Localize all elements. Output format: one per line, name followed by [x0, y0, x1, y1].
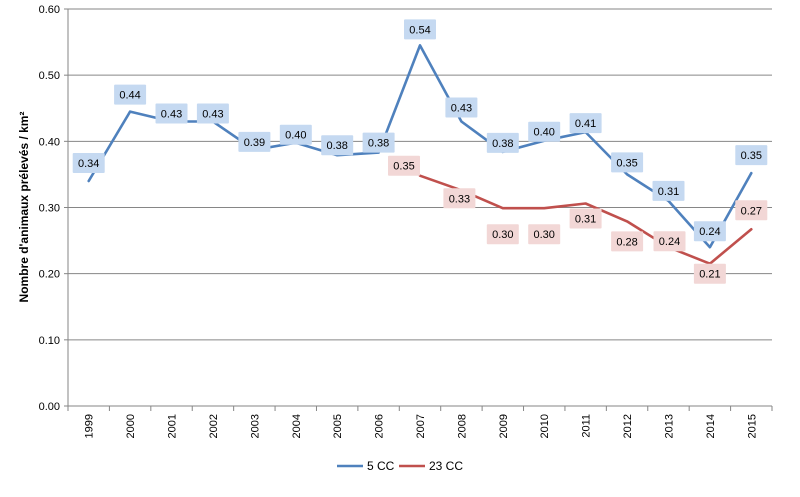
x-tick-label: 2006 [374, 414, 386, 438]
data-label-box [72, 153, 105, 173]
data-label: 0.21 [699, 269, 720, 281]
x-tick-label: 2003 [249, 414, 261, 438]
data-label-box [611, 152, 644, 173]
data-label-box [652, 180, 685, 201]
data-label: 0.41 [575, 118, 596, 130]
x-tick-label: 2015 [746, 414, 758, 438]
data-label-box [693, 221, 726, 242]
data-label: 0.24 [659, 236, 680, 248]
data-label: 0.38 [326, 140, 347, 152]
legend-label: 23 CC [429, 459, 463, 473]
data-label: 0.31 [575, 214, 596, 226]
data-label: 0.54 [409, 24, 430, 36]
data-label: 0.43 [451, 103, 472, 115]
data-label-box [155, 103, 188, 124]
data-label: 0.35 [616, 157, 637, 169]
legend-label: 5 CC [367, 459, 395, 473]
data-label-box [735, 145, 768, 166]
x-tick-label: 2009 [498, 414, 510, 438]
data-label-box [321, 135, 354, 156]
data-label-box [388, 155, 420, 176]
x-tick-label: 2008 [456, 414, 468, 438]
data-label: 0.43 [202, 109, 223, 121]
data-label: 0.31 [658, 186, 679, 198]
data-label: 0.30 [492, 229, 513, 241]
data-labels: 0.34 0.44 0.43 0.43 0.39 0.40 0.38 0.38 0.54 0.43… [72, 19, 768, 284]
data-label-box [238, 131, 271, 152]
x-tick-label: 2007 [415, 414, 427, 438]
data-label-box [735, 200, 768, 221]
y-tick-label: 0.20 [39, 269, 60, 281]
x-tick-label: 2010 [539, 414, 551, 438]
data-label-box [404, 19, 436, 40]
data-label: 0.33 [449, 193, 470, 205]
series-lines [87, 44, 753, 265]
x-tick-label: 1999 [84, 414, 96, 438]
y-tick-label: 0.50 [39, 70, 60, 82]
data-label-box [528, 121, 561, 142]
y-axis-label: Nombre d'animaux prélevés / km² [17, 112, 31, 303]
x-tick-label: 2000 [125, 414, 137, 438]
data-label-box [445, 97, 478, 118]
x-tick-label: 2012 [622, 414, 634, 438]
x-tick-label: 2005 [332, 414, 344, 438]
x-tick-label: 2001 [167, 414, 179, 438]
data-label-box [528, 224, 561, 245]
axes: 0.00 0.10 0.20 0.30 0.40 0.50 0.60 1999 2000 2001… [39, 4, 773, 438]
data-label: 0.28 [616, 236, 637, 248]
x-tick-label: 2014 [705, 414, 717, 438]
y-tick-label: 0.60 [39, 4, 60, 16]
data-label: 0.39 [244, 137, 265, 149]
data-label: 0.40 [285, 130, 306, 142]
data-label-box [486, 224, 519, 245]
data-label: 0.35 [393, 161, 414, 173]
data-label: 0.43 [161, 109, 182, 121]
data-label: 0.44 [119, 90, 140, 102]
data-label-box [486, 132, 519, 153]
data-label-box [362, 132, 395, 153]
gridlines [68, 8, 772, 341]
data-label: 0.35 [741, 150, 762, 162]
y-tick-label: 0.30 [39, 203, 60, 215]
x-tick-label: 2002 [208, 414, 220, 438]
data-label-box [279, 124, 312, 145]
x-tick-label: 2013 [663, 414, 675, 438]
data-label: 0.38 [368, 138, 389, 150]
data-label: 0.30 [533, 229, 554, 241]
data-label: 0.40 [533, 127, 554, 139]
data-label-box [653, 231, 686, 252]
data-label-box [114, 84, 147, 105]
legend: 5 CC 23 CC [337, 459, 463, 473]
y-tick-label: 0.10 [39, 335, 60, 347]
data-label-box [693, 263, 726, 284]
x-tick-label: 2004 [291, 414, 303, 438]
data-label-box [569, 208, 602, 229]
data-label: 0.27 [741, 205, 762, 217]
data-label-box [196, 103, 229, 124]
data-label-box [443, 188, 476, 209]
data-label: 0.34 [78, 158, 99, 170]
data-label: 0.38 [492, 138, 513, 150]
x-tick-label: 2011 [581, 414, 593, 438]
data-label: 0.24 [699, 226, 720, 238]
series-line-five-cc [87, 44, 753, 249]
data-label-box [569, 113, 602, 134]
data-label-box [611, 231, 644, 252]
y-tick-label: 0.40 [39, 136, 60, 148]
y-tick-label: 0.00 [39, 401, 60, 413]
